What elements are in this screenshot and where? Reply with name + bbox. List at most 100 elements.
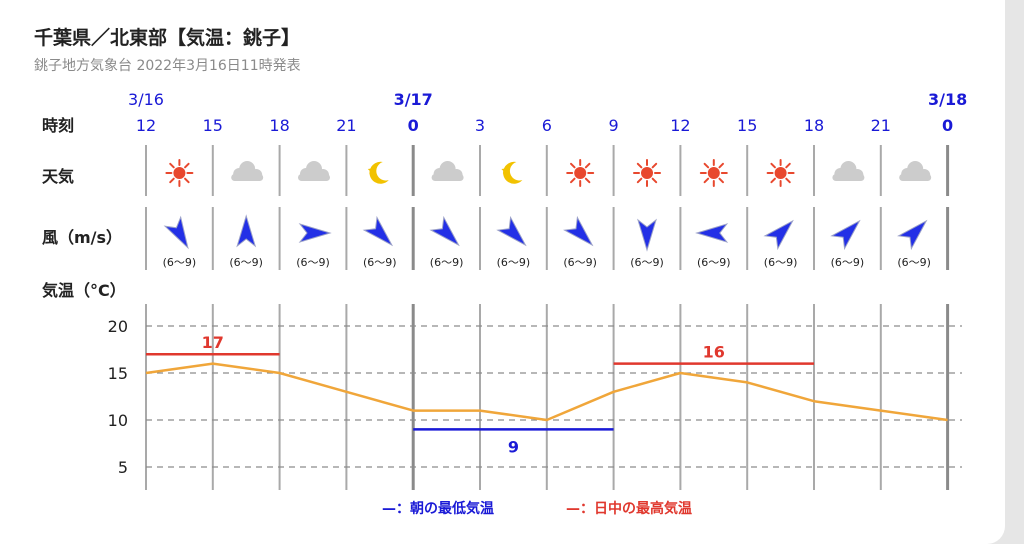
moon-crescent — [369, 161, 389, 184]
wind-arrow-shape — [763, 219, 794, 251]
hour-label: 12 — [670, 116, 690, 135]
moon-icon — [501, 161, 523, 184]
cloud-base — [231, 174, 264, 181]
wind-arrow-icon — [429, 215, 460, 247]
wind-speed-label: (6〜9) — [697, 256, 731, 269]
sun-icon — [699, 159, 728, 187]
hour-label: 15 — [737, 116, 757, 135]
cloud-icon — [298, 161, 330, 181]
wind-arrow-shape — [298, 223, 332, 243]
wind-arrow-icon — [563, 215, 594, 247]
sun-ray — [703, 177, 710, 184]
date-label: 3/18 — [928, 90, 967, 109]
cloud-icon — [832, 161, 865, 181]
wind-speed-label: (6〜9) — [229, 256, 263, 269]
wind-arrow-shape — [563, 215, 594, 247]
hour-label: 0 — [942, 116, 953, 135]
y-tick-label: 20 — [108, 317, 128, 336]
wind-arrow-icon — [897, 219, 928, 251]
sun-ray — [770, 177, 776, 184]
sun-disc — [774, 167, 787, 179]
hour-label: 12 — [136, 116, 156, 135]
sun-ray — [785, 177, 791, 184]
temp-row-label: 気温（°C） — [42, 281, 126, 300]
cloud-base — [899, 174, 932, 181]
wind-arrow-icon — [830, 219, 861, 251]
wind-arrow-icon — [236, 214, 257, 248]
sun-icon — [766, 159, 795, 187]
sun-icon — [633, 159, 661, 187]
hour-label: 0 — [408, 116, 419, 135]
sun-ray — [718, 177, 724, 184]
wind-arrow-icon — [163, 215, 189, 250]
sun-ray — [785, 162, 791, 169]
wind-arrow-icon — [637, 218, 657, 252]
wind-row-label: 風（m/s） — [42, 228, 122, 247]
wind-arrow-icon — [695, 223, 729, 243]
date-label: 3/16 — [128, 90, 164, 109]
hour-label: 6 — [542, 116, 552, 135]
cloud-base — [431, 174, 464, 181]
wind-arrow-icon — [298, 223, 332, 243]
sun-ray — [636, 177, 643, 184]
cloud-base — [832, 174, 865, 181]
sun-ray — [169, 162, 175, 169]
sun-ray — [570, 162, 576, 169]
wind-arrow-shape — [362, 215, 394, 247]
wind-arrow-shape — [236, 214, 257, 248]
sun-disc — [574, 167, 587, 179]
sun-ray — [584, 162, 591, 169]
moon-crescent — [503, 161, 523, 184]
min-temp-label: 9 — [508, 437, 519, 456]
max-temp-label: 17 — [202, 333, 224, 352]
sun-ray — [184, 177, 190, 184]
wind-speed-label: (6〜9) — [296, 256, 330, 269]
wind-arrow-shape — [830, 219, 861, 251]
sun-ray — [169, 177, 175, 184]
wind-speed-label: (6〜9) — [831, 256, 865, 269]
sun-ray — [570, 177, 576, 184]
wind-arrow-icon — [496, 215, 527, 247]
wind-arrow-icon — [763, 219, 794, 251]
hour-label: 3 — [475, 116, 485, 135]
date-label: 3/17 — [394, 90, 433, 109]
weather-row-label: 天気 — [42, 167, 74, 186]
legend-min: —：朝の最低気温 — [382, 500, 494, 517]
sun-disc — [173, 167, 186, 179]
sun-ray — [636, 162, 643, 169]
hour-label: 15 — [203, 116, 223, 135]
wind-arrow-shape — [163, 215, 189, 250]
wind-speed-label: (6〜9) — [363, 256, 397, 269]
hour-label: 9 — [609, 116, 619, 135]
y-tick-label: 15 — [108, 364, 128, 383]
cloud-icon — [899, 161, 932, 181]
wind-speed-label: (6〜9) — [897, 256, 931, 269]
wind-speed-label: (6〜9) — [430, 256, 464, 269]
hour-label: 21 — [871, 116, 891, 135]
wind-arrow-shape — [429, 215, 460, 247]
sun-disc — [707, 167, 720, 179]
sun-ray — [184, 162, 190, 169]
wind-speed-label: (6〜9) — [563, 256, 597, 269]
hour-label: 18 — [804, 116, 824, 135]
issue-info: 銚子地方気象台 2022年3月16日11時発表 — [34, 58, 301, 74]
wind-speed-label: (6〜9) — [630, 256, 664, 269]
wind-speed-label: (6〜9) — [764, 256, 798, 269]
wind-arrow-shape — [897, 219, 928, 251]
sun-ray — [651, 177, 658, 184]
moon-star — [367, 166, 376, 174]
wind-speed-label: (6〜9) — [497, 256, 531, 269]
sun-disc — [641, 167, 653, 179]
time-row-label: 時刻 — [42, 116, 74, 135]
max-temp-label: 16 — [703, 343, 725, 362]
sun-icon — [165, 159, 194, 187]
sun-ray — [584, 177, 591, 184]
legend-max: —：日中の最高気温 — [566, 500, 692, 517]
hour-label: 21 — [336, 116, 356, 135]
sun-ray — [651, 162, 658, 169]
temperature-line — [145, 362, 948, 422]
moon-icon — [367, 161, 389, 184]
y-tick-label: 5 — [118, 458, 128, 477]
